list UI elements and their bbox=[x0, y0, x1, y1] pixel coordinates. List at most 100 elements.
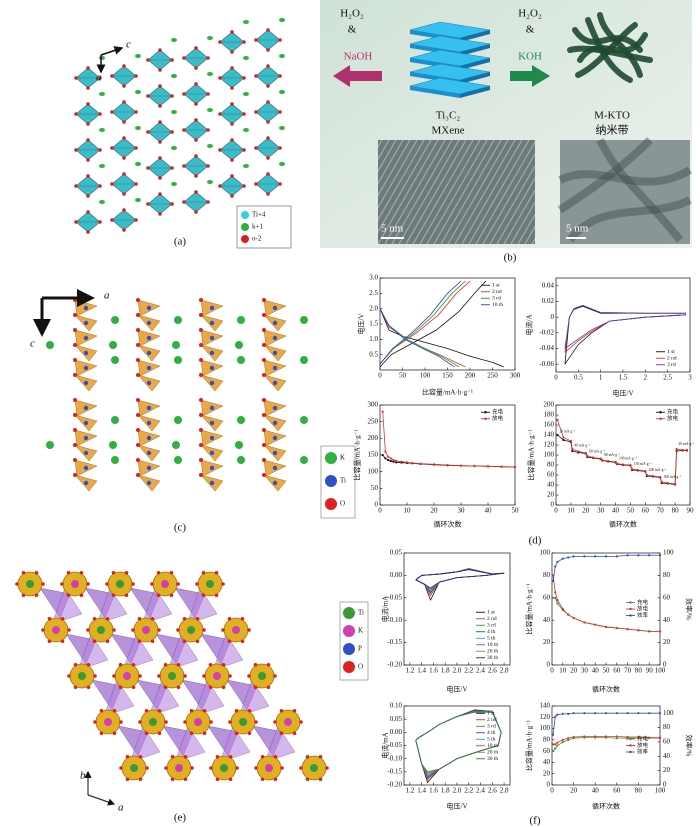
oxygen-atom bbox=[202, 628, 206, 632]
titanium-atom bbox=[209, 480, 215, 486]
legend-marker bbox=[629, 614, 632, 617]
lattice-fringe bbox=[433, 140, 495, 244]
oxygen-atom bbox=[183, 754, 188, 759]
oxygen-atom bbox=[183, 720, 187, 724]
oxygen-atom bbox=[230, 50, 234, 54]
data-point bbox=[561, 607, 564, 611]
oxygen-atom bbox=[228, 777, 233, 782]
oxygen-atom bbox=[218, 148, 222, 152]
oxygen-atom bbox=[74, 148, 78, 152]
y-tick-label: 250 bbox=[368, 417, 379, 425]
po4-tetrahedron bbox=[96, 587, 128, 625]
potassium-atom bbox=[300, 456, 308, 464]
oxygen-atom bbox=[34, 570, 39, 575]
legend-label: 2 nd bbox=[667, 356, 677, 362]
potassium-atom bbox=[171, 110, 177, 114]
data-point bbox=[554, 715, 557, 718]
oxygen-atom bbox=[137, 639, 142, 644]
k-atom bbox=[213, 672, 221, 680]
data-point bbox=[562, 436, 565, 439]
y2-tick-label: 80 bbox=[663, 571, 671, 579]
y2-tick-label: 40 bbox=[663, 616, 671, 624]
oxygen-atom bbox=[254, 182, 258, 186]
x-tick-label: 60 bbox=[613, 667, 621, 675]
legend-label: 5 th bbox=[487, 737, 496, 743]
oxygen-atom bbox=[158, 120, 162, 124]
oxygen-atom bbox=[227, 616, 232, 621]
ti-atom bbox=[310, 764, 318, 772]
plot-frame bbox=[551, 552, 661, 666]
x-tick-label: 40 bbox=[592, 667, 600, 675]
legend-label: 1 st bbox=[492, 283, 500, 289]
legend-label: 3 rd bbox=[487, 623, 496, 629]
data-point bbox=[621, 463, 625, 466]
x-tick-label: 1 bbox=[599, 374, 603, 382]
y-tick-label: -0.02 bbox=[539, 328, 554, 336]
oxygen-atom bbox=[157, 731, 162, 736]
data-point bbox=[644, 469, 647, 473]
oxygen-atom bbox=[86, 122, 90, 126]
x-tick-label: 90 bbox=[687, 507, 695, 515]
data-point bbox=[659, 475, 662, 479]
data-point bbox=[473, 464, 476, 468]
oxygen-atom bbox=[182, 639, 187, 644]
oxygen-atom bbox=[74, 112, 78, 116]
oxygen-atom bbox=[99, 708, 104, 713]
oxygen-atom bbox=[73, 685, 78, 690]
data-point bbox=[637, 629, 640, 632]
mxene-layer-side bbox=[460, 44, 490, 56]
oxygen-atom bbox=[228, 720, 232, 724]
data-point bbox=[615, 712, 618, 715]
y2-tick-label: 20 bbox=[663, 766, 671, 774]
material-label: M-KTO bbox=[594, 110, 630, 122]
y-tick-label: 40 bbox=[543, 616, 551, 624]
oxygen-atom bbox=[73, 373, 77, 377]
y2-tick-label: 0 bbox=[663, 781, 667, 789]
y-axis-label: 电流/A bbox=[525, 315, 534, 336]
y-tick-label: 160 bbox=[544, 421, 555, 429]
data-point bbox=[419, 462, 422, 465]
x-tick-label: 150 bbox=[442, 372, 453, 380]
oxygen-atom bbox=[158, 84, 162, 88]
data-point bbox=[572, 712, 575, 715]
y-tick-label: 20 bbox=[547, 491, 555, 499]
data-point bbox=[554, 591, 557, 594]
oxygen-atom bbox=[208, 685, 213, 690]
oxygen-atom bbox=[230, 138, 234, 142]
data-point bbox=[556, 741, 559, 744]
oxygen-atom bbox=[202, 674, 206, 678]
data-point bbox=[446, 463, 449, 467]
data-point bbox=[395, 459, 398, 463]
data-point bbox=[658, 554, 662, 557]
mxene-layer-side bbox=[460, 30, 490, 42]
legend-marker bbox=[629, 607, 632, 611]
data-point bbox=[601, 458, 604, 462]
oxygen-atom bbox=[110, 110, 114, 114]
legend-label: P bbox=[358, 645, 362, 653]
data-point bbox=[626, 735, 629, 739]
ti-atom bbox=[187, 626, 195, 634]
oxygen-atom bbox=[262, 298, 266, 302]
oxygen-atom bbox=[170, 94, 174, 98]
k-atom bbox=[71, 580, 79, 588]
data-point bbox=[630, 467, 634, 471]
oxygen-atom bbox=[60, 582, 64, 586]
oxygen-atom bbox=[218, 40, 222, 44]
oxygen-atom bbox=[206, 128, 210, 132]
po4-tetrahedron bbox=[193, 679, 225, 717]
oxygen-atom bbox=[190, 766, 194, 770]
oxygen-atom bbox=[122, 120, 126, 124]
potassium-atom bbox=[207, 144, 213, 148]
x-tick-label: 200 bbox=[465, 372, 476, 380]
titanium-atom bbox=[146, 305, 152, 311]
data-point bbox=[626, 712, 629, 715]
y-tick-label: 60 bbox=[543, 747, 551, 755]
oxygen-atom bbox=[110, 74, 114, 78]
data-point bbox=[567, 712, 570, 716]
data-point bbox=[392, 460, 395, 463]
x-tick-label: 40 bbox=[592, 787, 600, 795]
material-label: 纳米带 bbox=[596, 124, 629, 137]
data-point bbox=[615, 737, 618, 740]
data-point bbox=[594, 555, 597, 558]
